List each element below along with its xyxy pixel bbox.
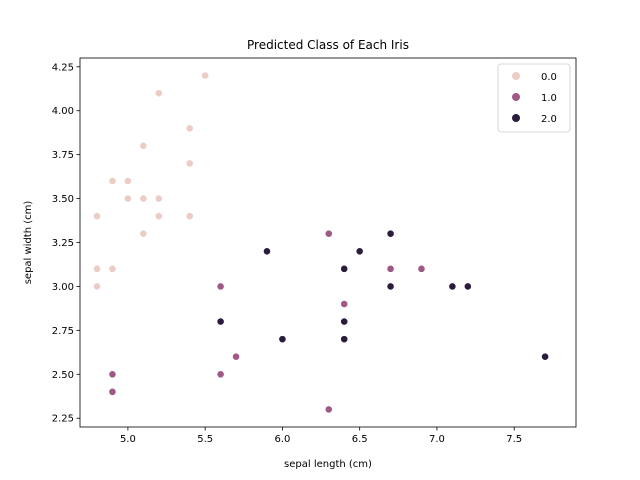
y-tick-label: 2.75	[52, 326, 74, 337]
data-point-class-2	[340, 335, 349, 344]
legend-marker-class-1	[511, 92, 521, 102]
data-point-class-1	[216, 282, 225, 291]
data-point-class-2	[355, 247, 364, 256]
y-axis: 2.25 2.50 2.75 3.00 3.25 3.50 3.75 4.00 4.25	[52, 62, 80, 425]
y-tick-label: 4.00	[52, 106, 74, 117]
data-point-class-0	[139, 229, 148, 238]
data-point-class-0	[93, 282, 101, 291]
data-point-class-0	[154, 194, 163, 203]
legend-marker-class-2	[511, 113, 521, 123]
y-tick-label: 2.50	[52, 370, 74, 381]
legend-label-class-0: 0.0	[541, 72, 557, 83]
legend: 0.0 1.0 2.0	[497, 63, 571, 133]
data-point-class-0	[185, 212, 194, 221]
data-point-class-1	[417, 264, 426, 273]
data-point-class-0	[201, 71, 210, 80]
data-point-class-0	[108, 177, 117, 185]
data-point-class-0	[139, 141, 148, 150]
y-tick-label: 3.00	[52, 282, 74, 293]
data-point-class-0	[93, 264, 101, 273]
x-axis-label: sepal length (cm)	[284, 459, 372, 470]
y-tick-label: 2.25	[52, 414, 74, 425]
data-point-class-0	[139, 194, 148, 203]
data-point-class-0	[154, 212, 163, 221]
data-point-class-0	[185, 124, 194, 133]
data-point-class-1	[108, 387, 117, 396]
data-point-class-0	[93, 212, 101, 221]
y-axis-label: sepal width (cm)	[23, 201, 34, 285]
data-point-class-2	[386, 282, 395, 291]
y-tick-label: 4.25	[52, 62, 74, 73]
chart-title: Predicted Class of Each Iris	[247, 38, 409, 52]
data-point-class-2	[263, 247, 271, 256]
data-point-class-1	[232, 352, 240, 361]
legend-marker-class-0	[511, 71, 521, 81]
data-point-class-2	[278, 335, 287, 344]
data-point-class-0	[154, 89, 163, 98]
data-point-class-1	[324, 405, 333, 414]
y-tick-label: 3.25	[52, 238, 74, 249]
y-tick-label: 3.50	[52, 194, 74, 205]
data-point-class-1	[386, 264, 395, 273]
x-tick-label: 6.0	[274, 434, 290, 445]
legend-label-class-2: 2.0	[541, 114, 557, 125]
x-tick-label: 6.5	[352, 434, 368, 445]
y-tick-label: 3.75	[52, 150, 74, 161]
data-point-class-1	[340, 300, 349, 308]
data-point-class-2	[541, 352, 549, 361]
data-point-class-2	[340, 264, 349, 273]
x-tick-label: 7.5	[506, 434, 522, 445]
legend-label-class-1: 1.0	[541, 93, 557, 104]
x-tick-label: 5.5	[197, 434, 213, 445]
data-point-class-1	[324, 229, 333, 238]
data-point-class-2	[216, 317, 225, 326]
data-point-class-1	[216, 370, 225, 379]
data-point-class-2	[386, 229, 395, 238]
data-points	[93, 71, 549, 414]
data-point-class-0	[124, 194, 132, 203]
data-point-class-0	[185, 159, 194, 168]
x-axis: 5.0 5.5 6.0 6.5 7.0 7.5	[120, 427, 522, 445]
x-tick-label: 5.0	[120, 434, 136, 445]
data-point-class-0	[124, 177, 132, 185]
x-tick-label: 7.0	[429, 434, 445, 445]
legend-box	[497, 63, 571, 133]
data-point-class-0	[108, 264, 117, 273]
data-point-class-2	[340, 317, 349, 326]
data-point-class-1	[108, 370, 117, 379]
data-point-class-2	[463, 282, 472, 291]
data-point-class-2	[448, 282, 457, 291]
